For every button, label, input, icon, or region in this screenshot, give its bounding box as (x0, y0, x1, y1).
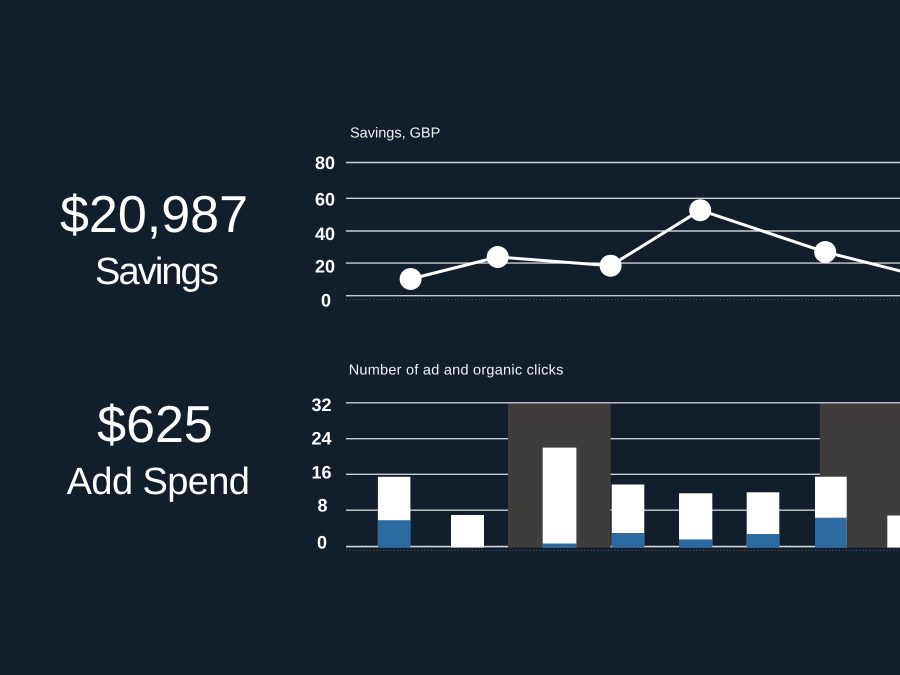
svg-text:$625: $625 (97, 396, 213, 454)
svg-text:16: 16 (311, 463, 331, 483)
svg-text:20: 20 (315, 256, 335, 276)
svg-text:32: 32 (311, 395, 331, 415)
svg-text:Savings: Savings (95, 251, 218, 293)
svg-text:40: 40 (315, 224, 335, 244)
svg-text:0: 0 (321, 290, 331, 310)
svg-text:Number of ad and organic click: Number of ad and organic clicks (349, 363, 564, 379)
svg-text:0: 0 (317, 532, 327, 552)
svg-text:60: 60 (315, 190, 335, 210)
svg-text:8: 8 (317, 496, 327, 516)
svg-text:$20,987: $20,987 (60, 186, 248, 244)
svg-text:Add Spend: Add Spend (67, 461, 250, 503)
svg-text:24: 24 (311, 429, 331, 449)
svg-text:Savings, GBP: Savings, GBP (350, 126, 440, 142)
svg-text:80: 80 (315, 153, 335, 173)
